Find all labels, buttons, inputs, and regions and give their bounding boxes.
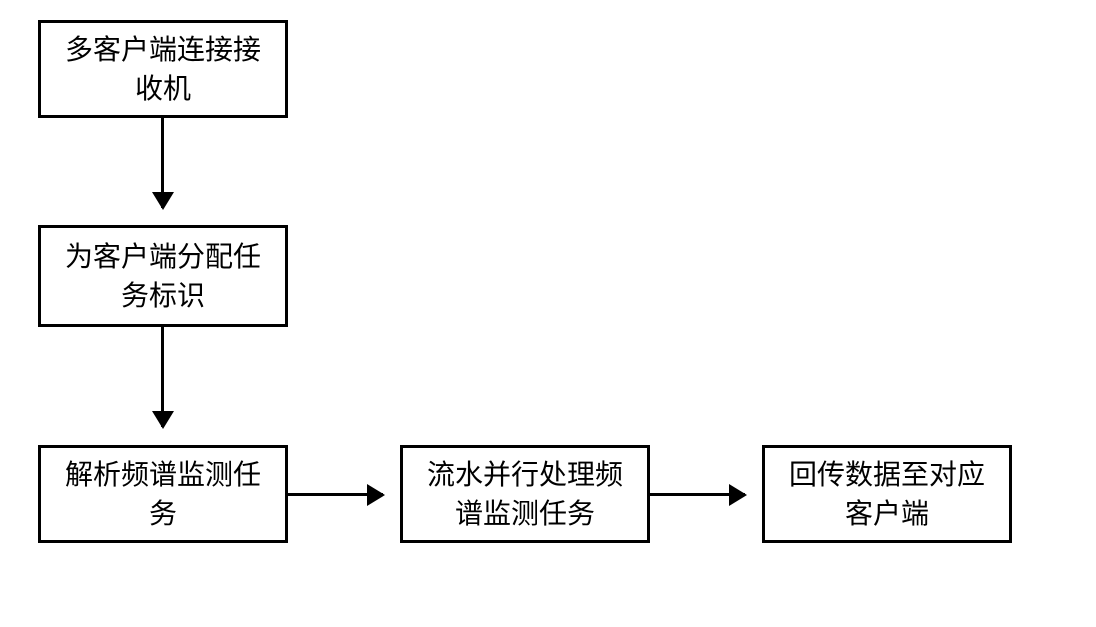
flowchart-node: 流水并行处理频谱监测任务 <box>400 445 650 543</box>
node-label: 为客户端分配任务标识 <box>53 237 273 315</box>
flowchart-arrow <box>650 493 745 496</box>
node-label: 解析频谱监测任务 <box>53 455 273 533</box>
node-label: 回传数据至对应客户端 <box>777 455 997 533</box>
flowchart-arrow <box>161 118 164 208</box>
flowchart-node: 为客户端分配任务标识 <box>38 225 288 327</box>
flowchart-arrow <box>161 327 164 427</box>
flowchart-node: 回传数据至对应客户端 <box>762 445 1012 543</box>
node-label: 流水并行处理频谱监测任务 <box>415 455 635 533</box>
node-label: 多客户端连接接收机 <box>53 30 273 108</box>
flowchart-node: 解析频谱监测任务 <box>38 445 288 543</box>
flowchart-arrow <box>288 493 383 496</box>
flowchart-node: 多客户端连接接收机 <box>38 20 288 118</box>
